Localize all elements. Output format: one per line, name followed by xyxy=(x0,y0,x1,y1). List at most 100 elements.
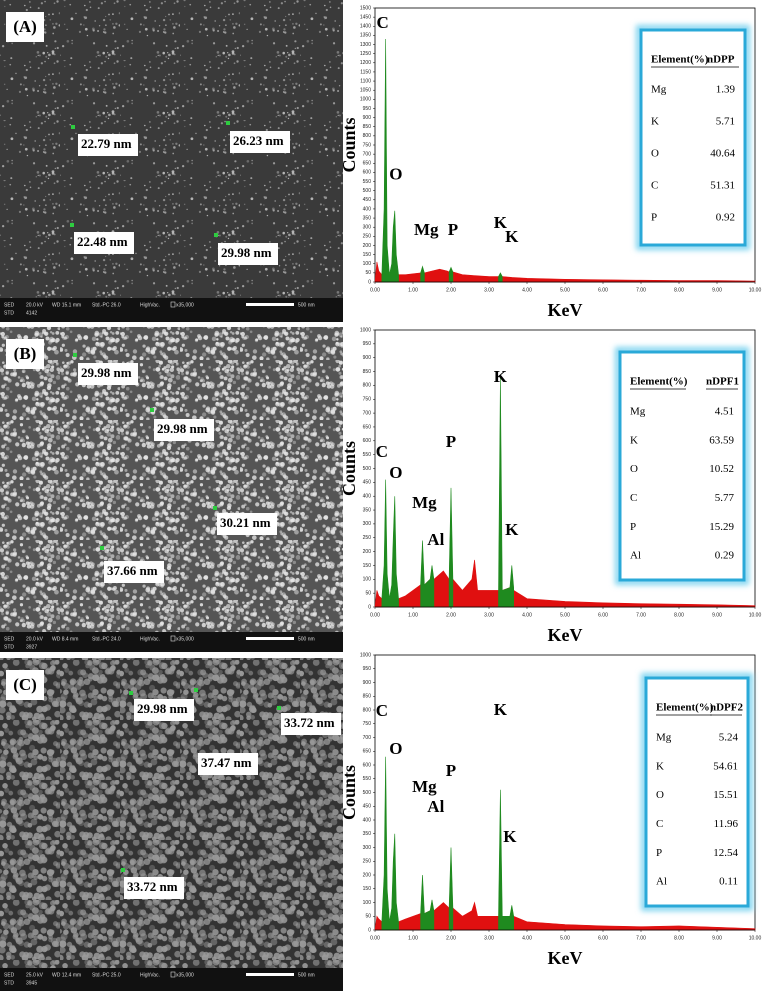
peak-label: K xyxy=(505,520,519,539)
measure-dot xyxy=(213,506,217,510)
y-tick-label: 650 xyxy=(363,749,372,755)
measure-label: 29.98 nm xyxy=(157,421,208,436)
y-tick-label: 550 xyxy=(363,179,372,185)
y-tick-label: 850 xyxy=(363,369,372,375)
table-header: Element(%) xyxy=(630,376,688,388)
y-tick-label: 550 xyxy=(363,776,372,782)
footer-text: 3927 xyxy=(26,644,37,650)
y-tick-label: 300 xyxy=(363,845,372,851)
y-tick-label: 1250 xyxy=(360,51,371,57)
table-cell: 12.54 xyxy=(713,847,738,859)
footer-text: WD 12.4 mm xyxy=(52,972,81,978)
y-tick-label: 50 xyxy=(365,270,371,276)
lens-icon xyxy=(170,301,176,308)
y-tick-label: 150 xyxy=(363,563,372,569)
panel-label: (B) xyxy=(14,344,37,363)
measure-box xyxy=(78,134,138,156)
table-cell: P xyxy=(630,521,636,533)
scale-bar xyxy=(246,973,294,976)
footer-text: SED xyxy=(4,636,15,642)
x-tick-label: 7.00 xyxy=(636,935,646,941)
table-cell: 15.51 xyxy=(713,789,738,801)
y-tick-label: 0 xyxy=(368,927,371,933)
spectrum-area xyxy=(420,540,435,608)
y-tick-label: 850 xyxy=(363,124,372,130)
footer-text: 20.0 kV xyxy=(26,302,44,308)
measure-dot xyxy=(214,233,218,237)
measure-box xyxy=(134,699,194,721)
y-tick-label: 800 xyxy=(363,383,372,389)
y-tick-label: 200 xyxy=(363,872,372,878)
x-tick-label: 3.00 xyxy=(484,612,494,618)
x-tick-label: 1.00 xyxy=(408,287,418,293)
footer-text: HighVac. xyxy=(140,302,160,308)
y-tick-label: 800 xyxy=(363,707,372,713)
sem-image xyxy=(0,0,343,298)
y-tick-label: 750 xyxy=(363,142,372,148)
x-tick-label: 9.00 xyxy=(712,935,722,941)
measure-label: 37.66 nm xyxy=(107,563,158,578)
measure-box xyxy=(154,419,214,441)
x-axis-label: KeV xyxy=(548,300,583,320)
y-tick-label: 250 xyxy=(363,234,372,240)
measure-dot xyxy=(150,408,154,412)
y-tick-label: 450 xyxy=(363,804,372,810)
y-tick-label: 500 xyxy=(363,790,372,796)
y-tick-label: 550 xyxy=(363,452,372,458)
y-tick-label: 300 xyxy=(363,521,372,527)
footer-text: x35,000 xyxy=(176,636,194,642)
footer-text: x35,000 xyxy=(176,302,194,308)
x-axis-label: KeV xyxy=(548,948,583,968)
y-tick-label: 100 xyxy=(363,900,372,906)
footer-text: 500 nm xyxy=(298,972,315,978)
x-tick-label: 2.00 xyxy=(446,287,456,293)
table-box xyxy=(639,28,747,247)
peak-label: K xyxy=(494,700,508,719)
peak-label: Mg xyxy=(414,220,439,239)
measure-label: 29.98 nm xyxy=(81,365,132,380)
footer-text: WD 8.4 mm xyxy=(52,636,78,642)
table-cell: 0.92 xyxy=(716,212,735,224)
y-tick-label: 1200 xyxy=(360,60,371,66)
panel-label: (A) xyxy=(13,17,37,36)
y-tick-label: 250 xyxy=(363,535,372,541)
y-tick-label: 1000 xyxy=(360,327,371,333)
y-tick-label: 50 xyxy=(365,590,371,596)
table-cell: 0.29 xyxy=(715,550,735,562)
y-tick-label: 150 xyxy=(363,252,372,258)
x-tick-label: 3.00 xyxy=(484,287,494,293)
peak-label: K xyxy=(494,367,508,386)
y-tick-label: 500 xyxy=(363,466,372,472)
x-tick-label: 8.00 xyxy=(674,287,684,293)
footer-text: 25.0 kV xyxy=(26,972,44,978)
y-tick-label: 450 xyxy=(363,480,372,486)
x-tick-label: 10.00 xyxy=(749,935,762,941)
y-tick-label: 700 xyxy=(363,151,372,157)
y-tick-label: 1050 xyxy=(360,88,371,94)
table-cell: 11.96 xyxy=(714,818,739,830)
x-tick-label: 6.00 xyxy=(598,612,608,618)
y-tick-label: 650 xyxy=(363,161,372,167)
y-tick-label: 450 xyxy=(363,197,372,203)
table-cell: 0.11 xyxy=(719,876,738,888)
sem-image xyxy=(0,327,343,632)
y-tick-label: 1500 xyxy=(360,5,371,11)
y-tick-label: 900 xyxy=(363,115,372,121)
scale-bar xyxy=(246,637,294,640)
y-tick-label: 200 xyxy=(363,549,372,555)
y-tick-label: 750 xyxy=(363,721,372,727)
table-cell: 40.64 xyxy=(710,148,735,160)
table-cell: Al xyxy=(656,876,667,888)
y-tick-label: 200 xyxy=(363,243,372,249)
y-tick-label: 0 xyxy=(368,604,371,610)
measure-label: 29.98 nm xyxy=(137,701,188,716)
measure-label: 33.72 nm xyxy=(284,715,335,730)
x-tick-label: 8.00 xyxy=(674,612,684,618)
spectrum-area xyxy=(498,377,514,608)
table-cell: Mg xyxy=(630,406,646,418)
peak-label: C xyxy=(376,701,388,720)
footer-text: Std.-PC 26.0 xyxy=(92,302,121,308)
x-tick-label: 4.00 xyxy=(522,287,532,293)
table-glow xyxy=(636,25,750,250)
x-tick-label: 4.00 xyxy=(522,935,532,941)
